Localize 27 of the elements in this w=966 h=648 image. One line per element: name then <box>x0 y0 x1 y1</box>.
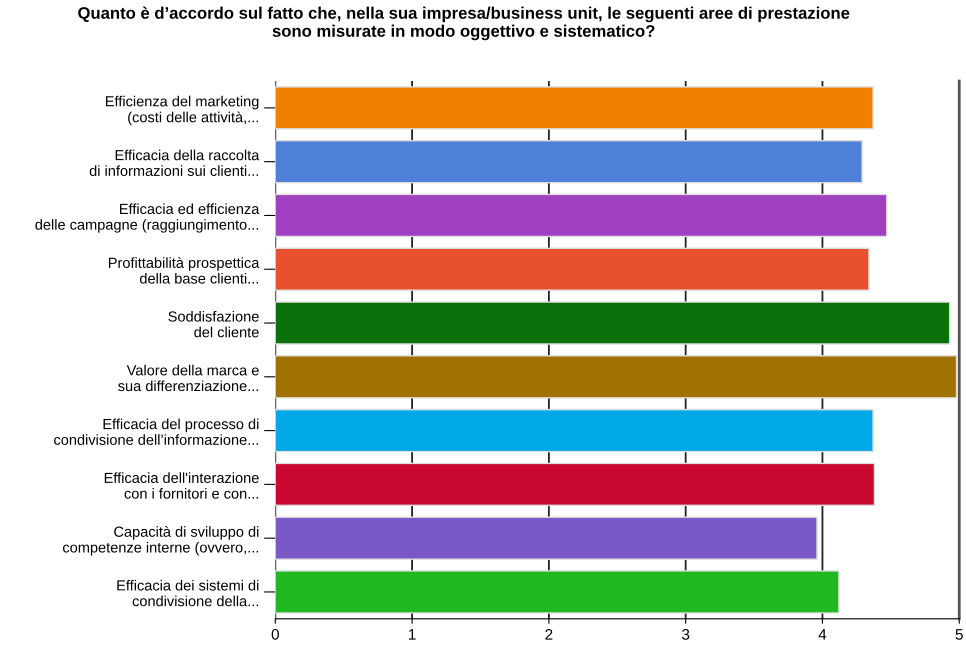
y-tick-label: Efficacia dei sistemi di condivisione della... <box>117 580 258 606</box>
y-tick-label: Efficacia ed efficienza delle campagne (raggiungimento... <box>35 203 260 233</box>
x-tick-label: 1 <box>409 629 416 640</box>
bar <box>275 408 874 452</box>
x-tick-label: 3 <box>682 628 690 640</box>
x-tick-label: 4 <box>818 629 826 640</box>
bar <box>275 248 870 291</box>
y-tick-label: Efficienza del marketing (costi delle attività,... <box>106 96 258 126</box>
x-tick-label: 0 <box>272 628 279 640</box>
y-tick-label: Capacità di sviluppo di competenze interne (ovvero,... <box>63 526 258 556</box>
bar <box>275 355 958 398</box>
y-tick-label: Efficacia della raccolta di informazioni sui clienti... <box>90 150 260 176</box>
bar <box>275 301 950 345</box>
y-tick-label: Efficacia dell'interazione con i fornitori e con... <box>104 472 259 499</box>
y-tick-label: Soddisfazione del cliente <box>168 310 259 338</box>
x-tick-label: 5 <box>956 629 963 640</box>
bar <box>275 86 874 130</box>
bar <box>275 570 840 614</box>
bar <box>275 140 863 184</box>
x-tick-label: 2 <box>545 628 552 640</box>
chart-title: Quanto è d’accordo sul fatto che, nella sua impresa/business unit, le seguenti aree di prestazione sono misurate in modo oggettivo e sistematico? <box>78 6 850 40</box>
bar <box>275 462 876 506</box>
y-tick-label: Profittabilità prospettica della base clienti... <box>108 257 260 284</box>
bar <box>275 516 818 560</box>
y-tick-label: Efficacia del processo di condivisione dell’informazione... <box>54 418 258 445</box>
y-tick-label: Valore della marca e sua differenziazione... <box>118 364 259 392</box>
bar <box>275 194 888 238</box>
